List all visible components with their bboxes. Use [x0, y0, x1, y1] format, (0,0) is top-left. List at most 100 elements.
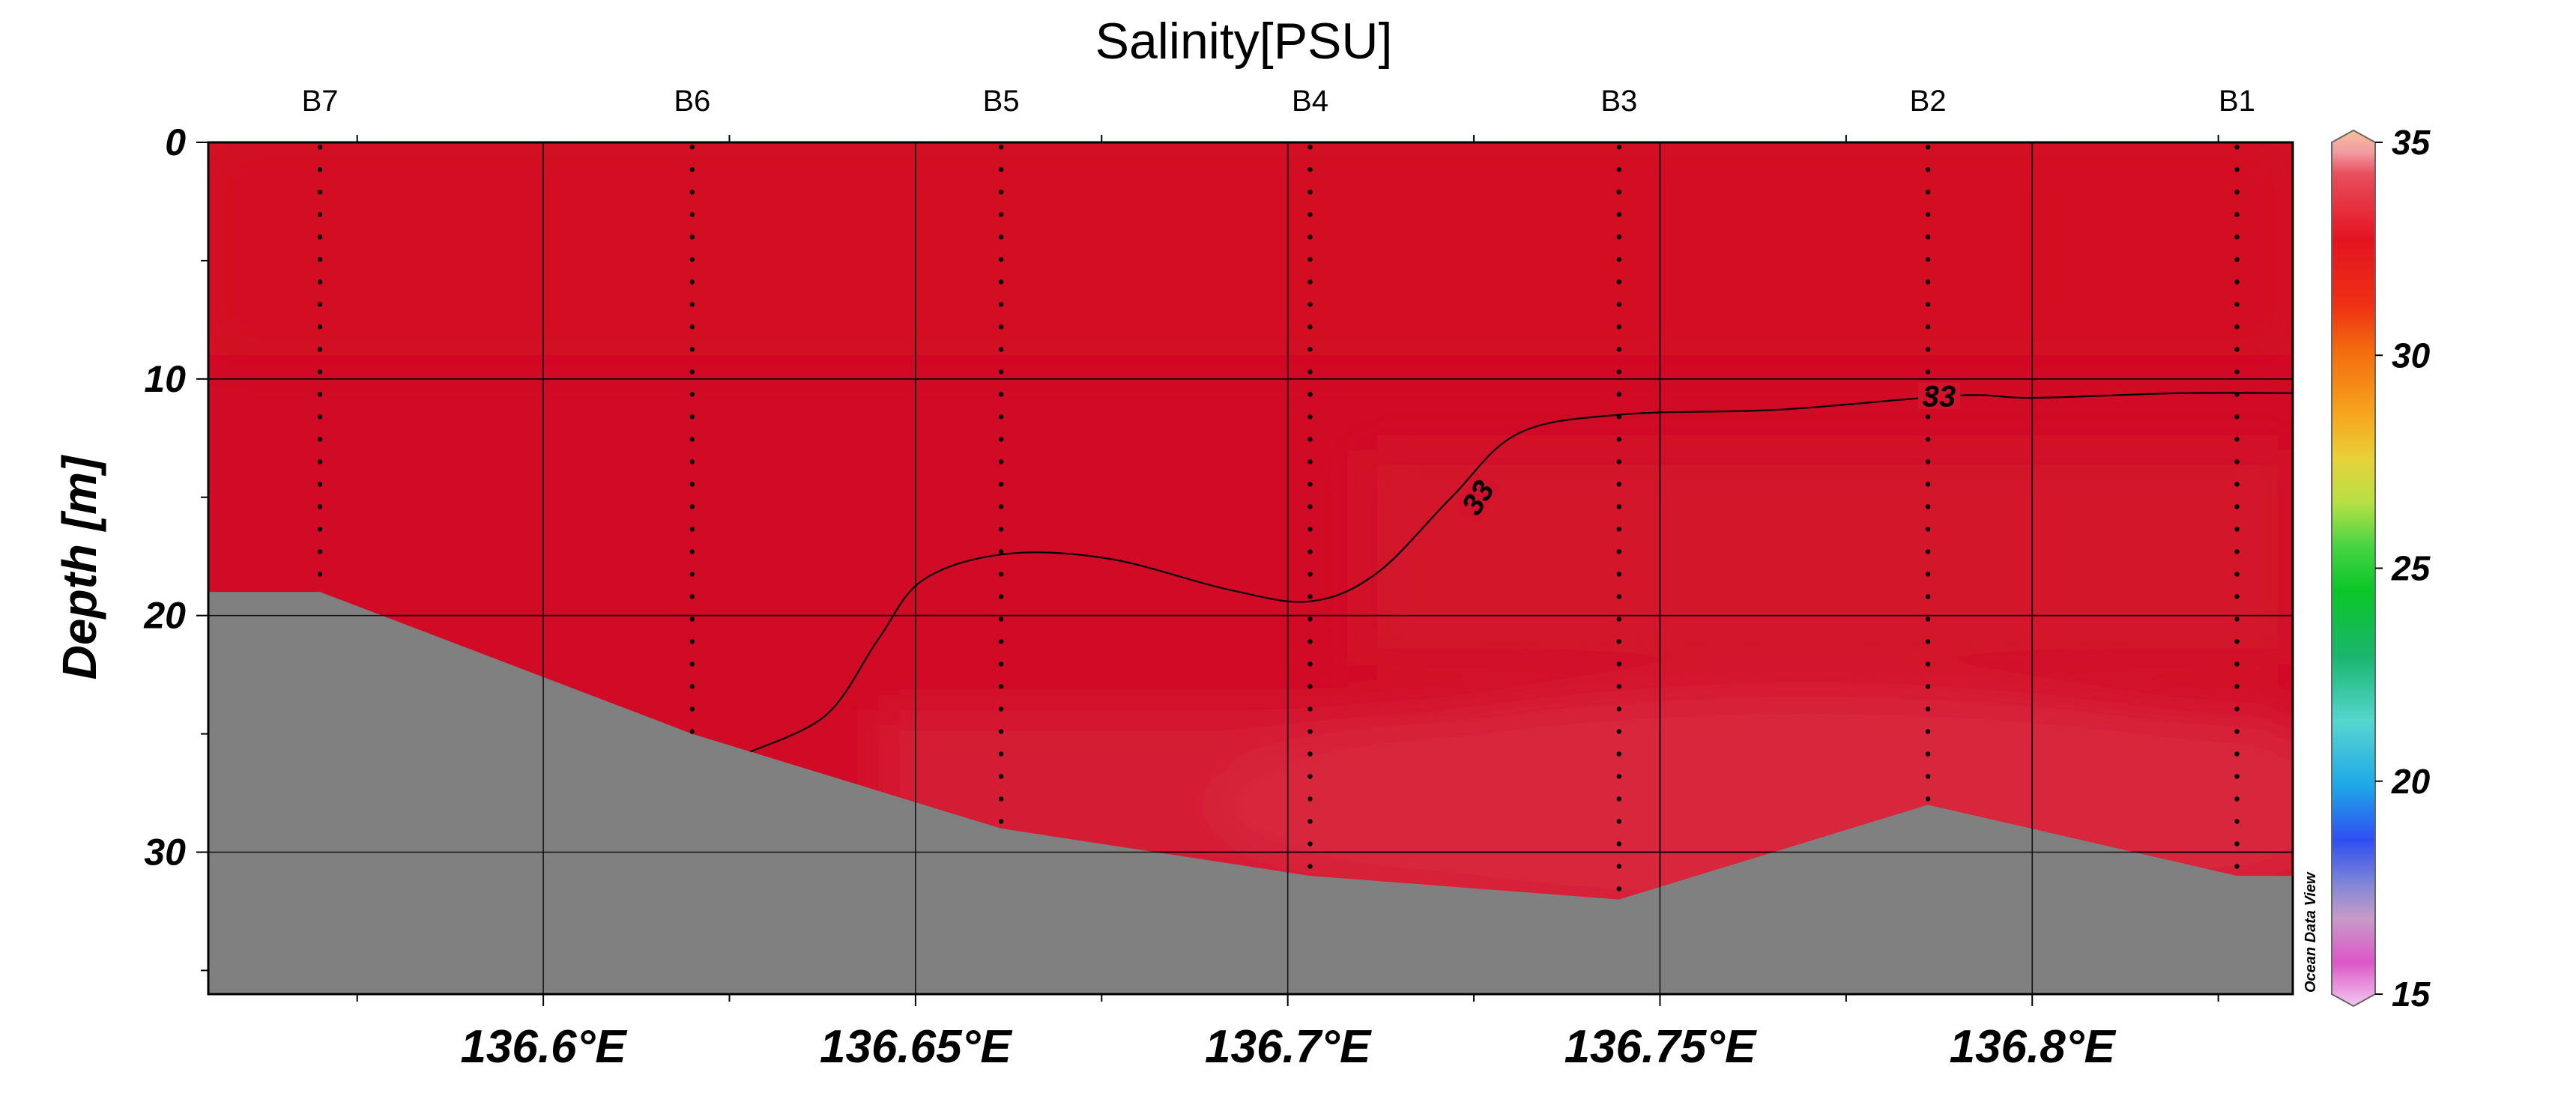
- station-dot: [1925, 774, 1931, 779]
- station-label-b2: B2: [1910, 85, 1947, 118]
- station-dot: [2234, 257, 2240, 262]
- station-dot: [998, 662, 1004, 667]
- station-dot: [1925, 145, 1931, 150]
- station-dot: [998, 392, 1004, 397]
- station-dot: [998, 414, 1004, 420]
- station-label-b6: B6: [674, 85, 710, 118]
- station-dot: [1616, 392, 1622, 397]
- station-dot: [317, 482, 323, 487]
- station-dot: [689, 639, 695, 644]
- station-dot: [1307, 549, 1313, 554]
- station-dot: [1925, 347, 1931, 352]
- station-dot: [1307, 617, 1313, 622]
- station-dot: [689, 257, 695, 262]
- station-dot: [998, 572, 1004, 577]
- station-dot: [1616, 841, 1622, 847]
- station-dot: [1616, 437, 1622, 442]
- station-dot: [998, 819, 1004, 824]
- station-dot: [1307, 392, 1313, 397]
- station-dot: [689, 190, 695, 195]
- contour-label-bg: [1454, 472, 1501, 523]
- station-dot: [1925, 684, 1931, 689]
- station-dot: [689, 212, 695, 217]
- station-dot: [1925, 796, 1931, 802]
- station-dot: [317, 369, 323, 375]
- station-dot: [1616, 190, 1622, 195]
- station-dot: [1925, 482, 1931, 487]
- station-dot: [2234, 549, 2240, 554]
- station-dot: [1307, 459, 1313, 464]
- station-dot: [317, 234, 323, 240]
- station-dot: [1925, 549, 1931, 554]
- station-dot: [2234, 392, 2240, 397]
- station-dot: [689, 302, 695, 307]
- station-dot: [1616, 684, 1622, 689]
- field-band-surface: [208, 142, 2293, 356]
- station-dot: [1616, 706, 1622, 712]
- station-dot: [689, 662, 695, 667]
- plot-frame: [207, 141, 2294, 996]
- station-dot: [1925, 751, 1931, 757]
- station-dot: [317, 392, 323, 397]
- colorbar-tick-label: 15: [2392, 975, 2431, 1014]
- station-dot: [2234, 796, 2240, 802]
- station-dot: [998, 504, 1004, 509]
- station-dot: [1616, 212, 1622, 217]
- station-dot: [1307, 482, 1313, 487]
- station-dot: [1307, 257, 1313, 262]
- station-dot: [2234, 414, 2240, 420]
- station-dot: [317, 459, 323, 464]
- station-dot: [2234, 347, 2240, 352]
- station-dot: [1616, 729, 1622, 734]
- station-dot: [1925, 212, 1931, 217]
- station-dot: [1307, 279, 1313, 285]
- station-dot: [998, 482, 1004, 487]
- station-dot: [1307, 819, 1313, 824]
- x-tick-label: 136.75°E: [1564, 1021, 1757, 1073]
- station-dot: [998, 369, 1004, 375]
- station-dot: [1307, 774, 1313, 779]
- station-dot: [2234, 482, 2240, 487]
- station-dot: [2234, 437, 2240, 442]
- station-dot: [2234, 639, 2240, 644]
- station-dot: [2234, 190, 2240, 195]
- station-dot: [689, 369, 695, 375]
- station-label-b3: B3: [1600, 85, 1637, 118]
- station-dot: [689, 527, 695, 532]
- station-dot: [998, 527, 1004, 532]
- station-dot: [2234, 234, 2240, 240]
- colorbar-tick-label: 30: [2392, 336, 2431, 375]
- station-dot: [1925, 729, 1931, 734]
- station-dot: [998, 684, 1004, 689]
- station-dot: [1925, 662, 1931, 667]
- station-dot: [1307, 437, 1313, 442]
- station-dot: [2234, 729, 2240, 734]
- station-dot: [2234, 279, 2240, 285]
- station-dot: [689, 482, 695, 487]
- y-tick-label: 20: [143, 595, 186, 637]
- station-dot: [1307, 347, 1313, 352]
- x-tick-label: 136.7°E: [1205, 1021, 1372, 1073]
- station-dot: [998, 145, 1004, 150]
- station-dot: [1616, 324, 1622, 330]
- station-dot: [1925, 527, 1931, 532]
- station-dot: [1925, 572, 1931, 577]
- station-dot: [317, 257, 323, 262]
- station-dot: [2234, 572, 2240, 577]
- station-dot: [1307, 706, 1313, 712]
- station-dot: [1616, 482, 1622, 487]
- colorbar-tick-label: 35: [2392, 123, 2431, 162]
- station-dot: [689, 145, 695, 150]
- grid-lines-over-floor: [208, 142, 2293, 994]
- station-dot: [1307, 639, 1313, 644]
- station-dot: [1616, 504, 1622, 509]
- station-dot: [1925, 234, 1931, 240]
- station-dot: [1307, 234, 1313, 240]
- station-dot: [998, 774, 1004, 779]
- station-dot: [689, 684, 695, 689]
- station-dot: [2234, 684, 2240, 689]
- station-dot: [317, 437, 323, 442]
- station-label-b5: B5: [983, 85, 1020, 118]
- station-dot: [2234, 617, 2240, 622]
- x-tick-label: 136.8°E: [1950, 1021, 2117, 1073]
